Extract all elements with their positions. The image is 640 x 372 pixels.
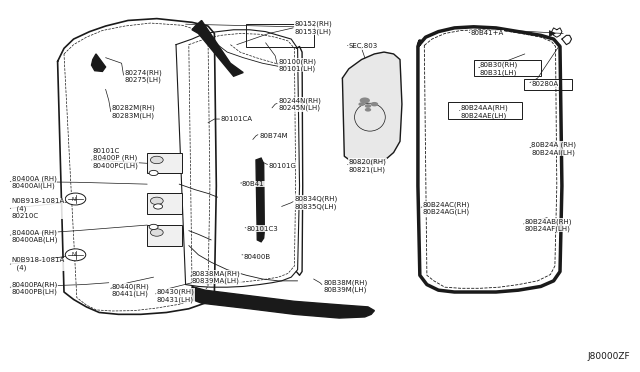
Bar <box>474 60 541 76</box>
Text: 80834Q(RH)
80835Q(LH): 80834Q(RH) 80835Q(LH) <box>294 196 338 210</box>
Text: 80400PA(RH)
80400PB(LH): 80400PA(RH) 80400PB(LH) <box>12 281 58 295</box>
Circle shape <box>65 193 86 205</box>
Text: 80101C: 80101C <box>93 148 120 154</box>
Text: 80820(RH)
80821(LH): 80820(RH) 80821(LH) <box>349 158 387 173</box>
Text: 80101CA: 80101CA <box>221 116 253 122</box>
Circle shape <box>365 108 371 112</box>
Text: 80B41: 80B41 <box>242 181 264 187</box>
Text: 80400P (RH)
80400PC(LH): 80400P (RH) 80400PC(LH) <box>93 155 139 169</box>
Polygon shape <box>92 54 106 71</box>
Circle shape <box>365 104 371 108</box>
Circle shape <box>371 102 378 106</box>
Bar <box>246 24 314 46</box>
Text: 80B24AB(RH)
80B24AF(LH): 80B24AB(RH) 80B24AF(LH) <box>525 218 572 232</box>
Text: 80838MA(RH)
80839MA(LH): 80838MA(RH) 80839MA(LH) <box>192 270 241 284</box>
Text: 80B41+A: 80B41+A <box>470 31 504 36</box>
Text: 80440(RH)
80441(LH): 80440(RH) 80441(LH) <box>112 283 150 297</box>
Circle shape <box>149 170 158 176</box>
Text: 80B30(RH)
80B31(LH): 80B30(RH) 80B31(LH) <box>480 62 518 76</box>
Polygon shape <box>192 286 374 318</box>
Text: 80400A (RH)
80400AI(LH): 80400A (RH) 80400AI(LH) <box>12 175 56 189</box>
Text: 80244N(RH)
80245N(LH): 80244N(RH) 80245N(LH) <box>278 97 321 111</box>
Text: 80280A: 80280A <box>531 81 558 87</box>
Text: 80B24A (RH)
80B24AI(LH): 80B24A (RH) 80B24AI(LH) <box>531 142 576 156</box>
Circle shape <box>360 97 370 103</box>
Text: N0B918-1081A
  (4): N0B918-1081A (4) <box>12 257 65 271</box>
Text: 80400B: 80400B <box>243 254 270 260</box>
Text: N0B918-1081A
  (4)
80210C: N0B918-1081A (4) 80210C <box>12 198 65 219</box>
Text: N: N <box>72 196 76 202</box>
Polygon shape <box>342 52 402 164</box>
Circle shape <box>154 204 163 209</box>
Bar <box>448 102 522 119</box>
Text: SEC.803: SEC.803 <box>349 44 378 49</box>
Circle shape <box>150 156 163 164</box>
Polygon shape <box>192 20 243 76</box>
Circle shape <box>149 224 158 230</box>
Text: 80B74M: 80B74M <box>259 133 288 139</box>
Text: 80152(RH)
80153(LH): 80152(RH) 80153(LH) <box>294 21 332 35</box>
Text: 80430(RH)
80431(LH): 80430(RH) 80431(LH) <box>157 289 195 303</box>
Text: 80274(RH)
80275(LH): 80274(RH) 80275(LH) <box>125 69 163 83</box>
Text: N: N <box>72 252 76 257</box>
Text: 80B24AC(RH)
80B24AG(LH): 80B24AC(RH) 80B24AG(LH) <box>422 201 470 215</box>
Text: 80101C3: 80101C3 <box>246 226 278 232</box>
Text: 80400A (RH)
80400AB(LH): 80400A (RH) 80400AB(LH) <box>12 229 58 243</box>
FancyBboxPatch shape <box>147 153 182 173</box>
Text: 80282M(RH)
80283M(LH): 80282M(RH) 80283M(LH) <box>112 105 156 119</box>
Ellipse shape <box>355 103 385 131</box>
Bar <box>524 79 572 90</box>
Text: 80B24AA(RH)
80B24AE(LH): 80B24AA(RH) 80B24AE(LH) <box>461 105 509 119</box>
FancyBboxPatch shape <box>147 225 182 246</box>
FancyBboxPatch shape <box>147 193 182 214</box>
Text: 80100(RH)
80101(LH): 80100(RH) 80101(LH) <box>278 58 316 72</box>
Text: 80B38M(RH)
80B39M(LH): 80B38M(RH) 80B39M(LH) <box>323 279 367 294</box>
Circle shape <box>150 197 163 205</box>
Circle shape <box>358 102 365 106</box>
Text: J80000ZF: J80000ZF <box>588 352 630 361</box>
Circle shape <box>65 249 86 261</box>
Circle shape <box>150 229 163 236</box>
Polygon shape <box>256 158 264 242</box>
Text: 80101G: 80101G <box>269 163 297 169</box>
